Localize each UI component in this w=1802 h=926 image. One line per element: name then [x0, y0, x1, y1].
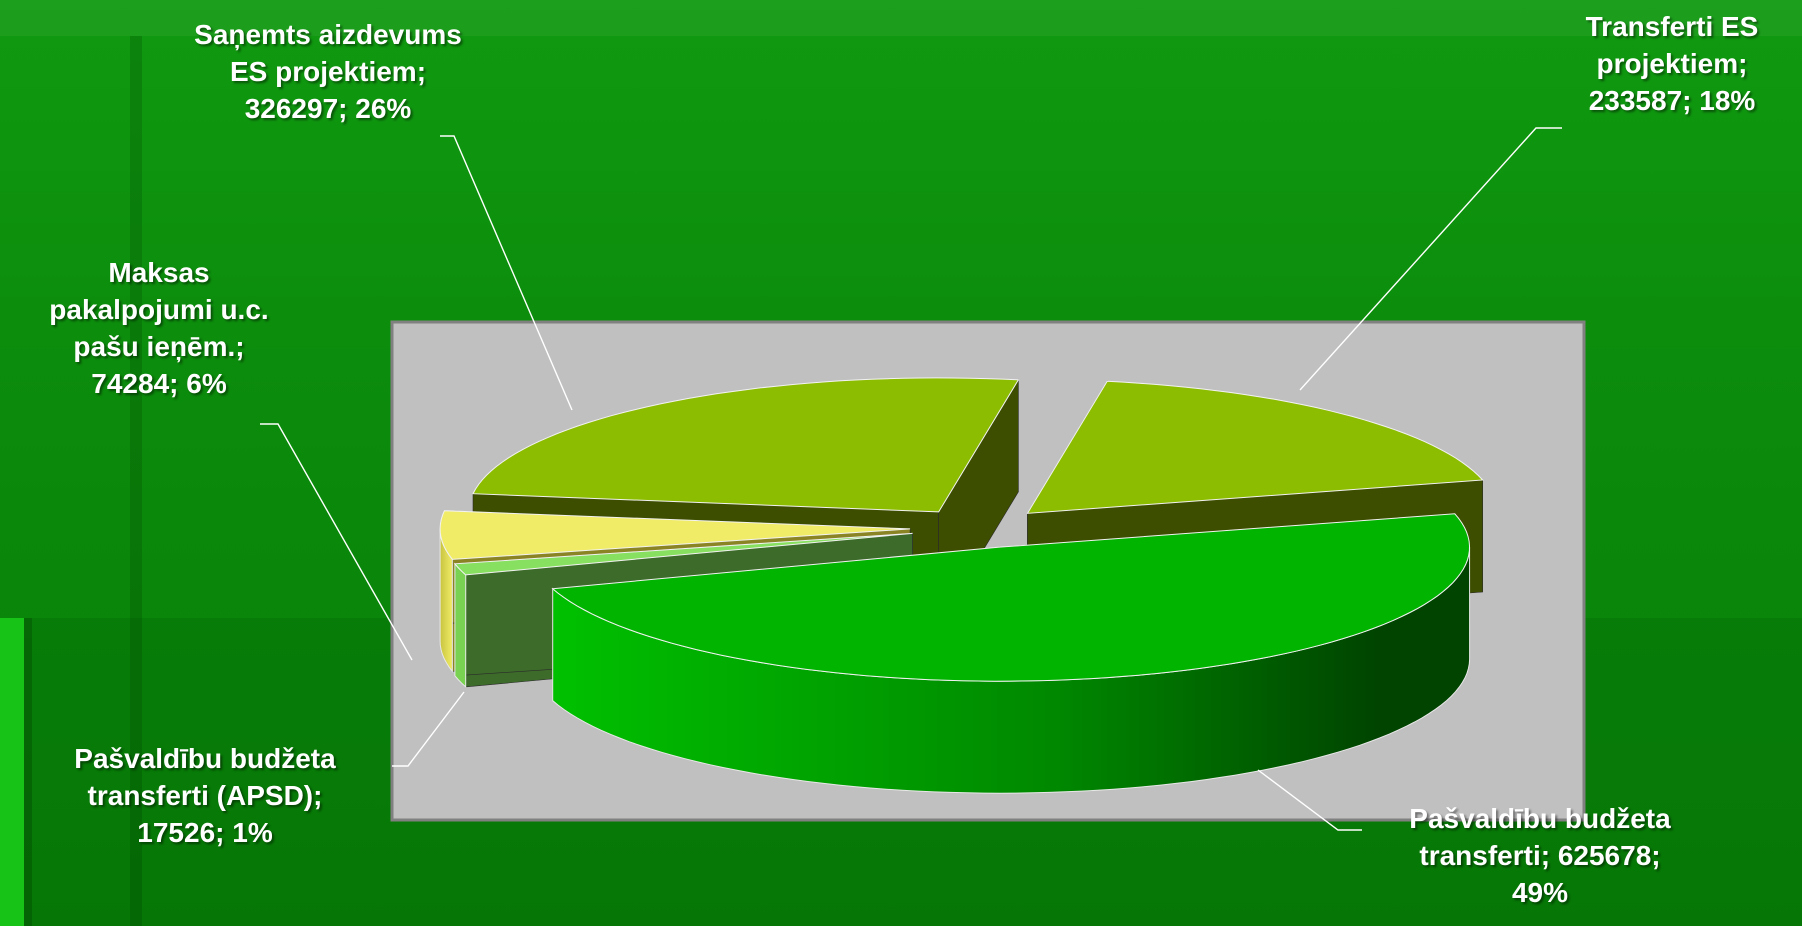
slice-label-transferti-apsd: Pašvaldību budžeta transferti (APSD); 17…	[20, 740, 390, 851]
leader-line-budzeta-transferti	[1257, 769, 1362, 831]
slice-label-transferti-es: Transferti ES projektiem; 233587; 18%	[1542, 8, 1802, 119]
leader-line-apsd-transferti	[392, 691, 465, 767]
label-line: transferti; 625678;	[1419, 840, 1661, 871]
label-line: 233587; 18%	[1588, 85, 1756, 116]
label-line: projektiem;	[1596, 48, 1748, 79]
leader-line-maksas-pakalpojumi	[260, 423, 413, 661]
background-vertical-bar	[130, 36, 142, 926]
leader-line-aizdevums-es	[440, 135, 573, 411]
slice-label-sanemts-aizdevums: Saņemts aizdevums ES projektiem; 326297;…	[148, 16, 508, 127]
slice-top-face	[551, 513, 1471, 682]
slice-label-pasvaldibu-transferti: Pašvaldību budžeta transferti; 625678; 4…	[1330, 800, 1750, 911]
background-left-strip	[0, 618, 24, 926]
label-line: Pašvaldību budžeta	[74, 743, 336, 774]
slice-label-maksas-pakalpojumi: Maksas pakalpojumi u.c. pašu ieņēm.; 742…	[0, 254, 318, 402]
label-line: 17526; 1%	[137, 817, 273, 848]
slice-top-face	[1026, 380, 1484, 514]
label-line: pašu ieņēm.;	[73, 331, 245, 362]
leader-line-transferti-es	[1299, 127, 1562, 391]
label-line: ES projektiem;	[229, 56, 427, 87]
label-line: Saņemts aizdevums	[194, 19, 462, 50]
label-line: Maksas	[108, 257, 210, 288]
background-band-top	[0, 0, 1802, 36]
label-line: Pašvaldību budžeta	[1409, 803, 1671, 834]
slice-top-face	[439, 510, 911, 560]
label-line: 74284; 6%	[91, 368, 227, 399]
label-line: pakalpojumi u.c.	[49, 294, 269, 325]
label-line: 326297; 26%	[244, 93, 412, 124]
slice-top-face	[453, 532, 913, 576]
slice-outer-wall	[454, 562, 467, 689]
label-line: transferti (APSD);	[87, 780, 323, 811]
label-line: Transferti ES	[1585, 11, 1759, 42]
label-line: 49%	[1511, 877, 1569, 908]
slice-top-face	[472, 377, 1020, 513]
pie-slice-budzeta-transferti	[551, 513, 1471, 794]
background-lower-bar	[24, 618, 32, 926]
